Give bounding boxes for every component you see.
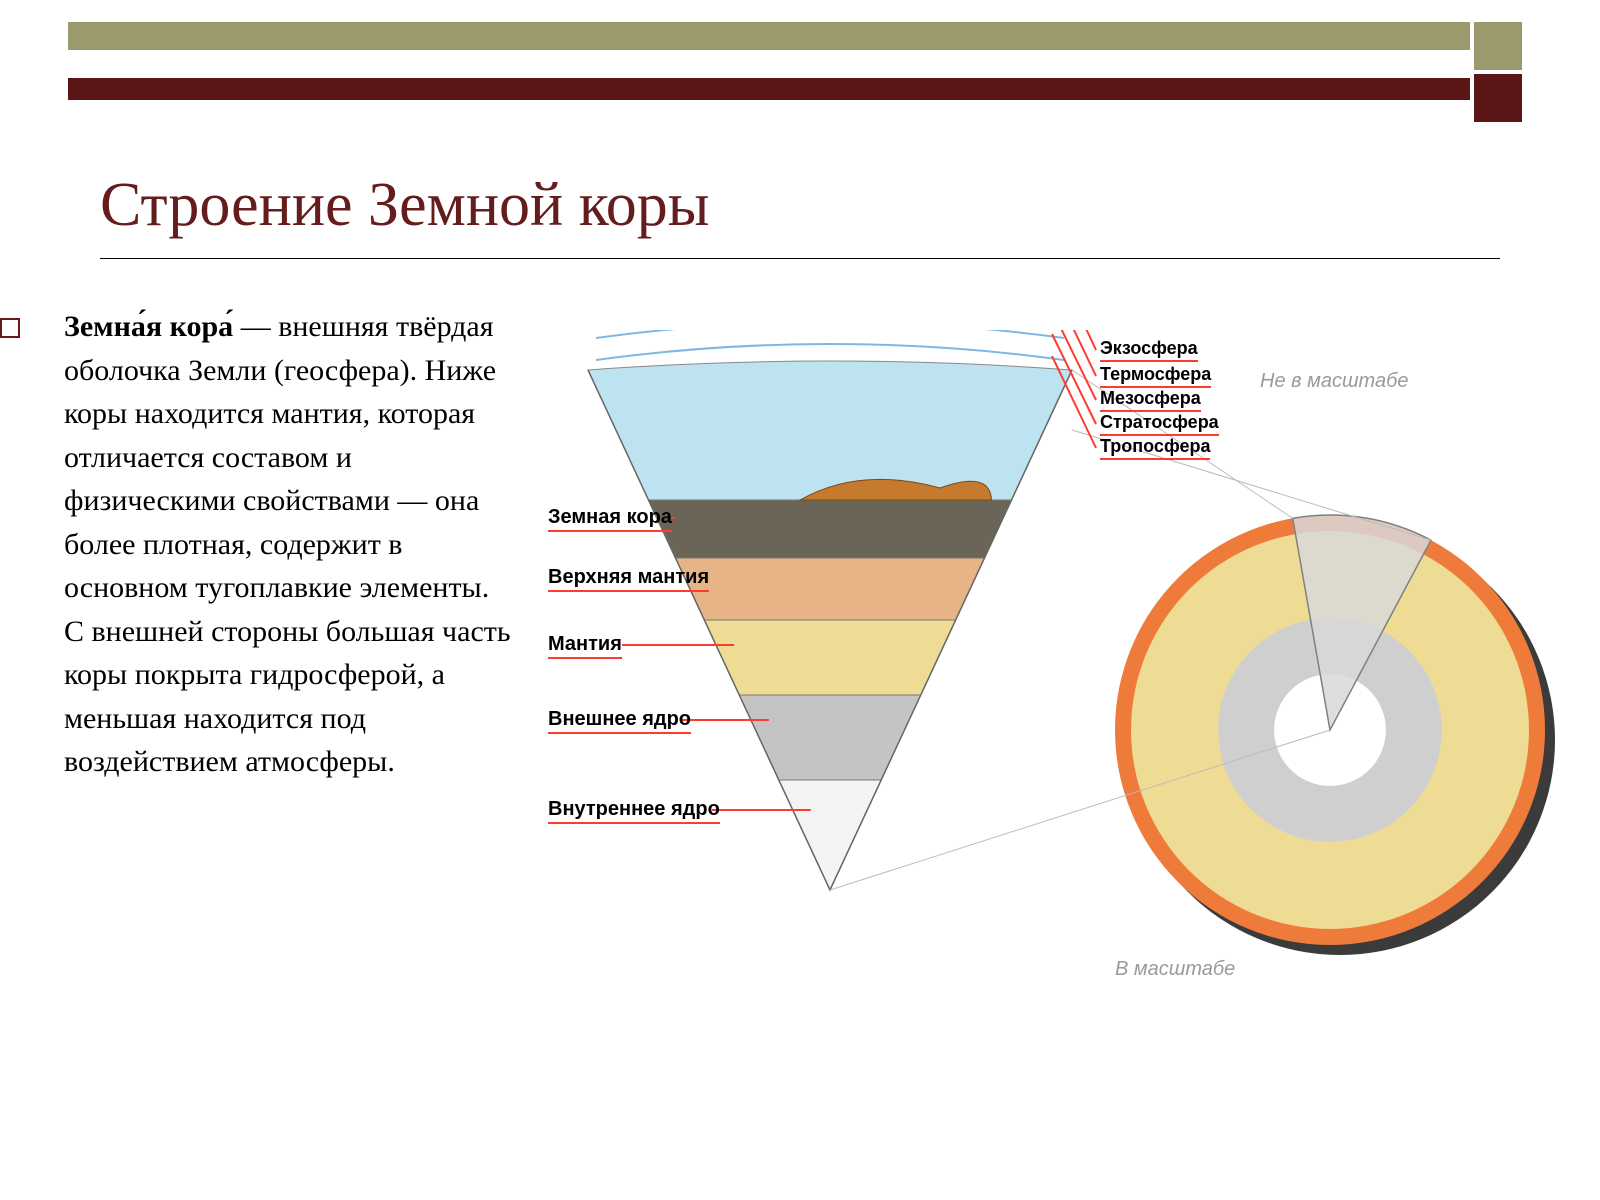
diagram-svg	[540, 330, 1580, 1050]
earth-layer-label: Мантия	[548, 633, 622, 659]
body-rest: — внешняя твёрдая оболочка Земли (геосфе…	[64, 310, 511, 778]
header-square-maroon	[1474, 74, 1522, 122]
earth-layer-label: Внутреннее ядро	[548, 798, 720, 824]
atmosphere-layer-label: Тропосфера	[1100, 436, 1210, 460]
body-paragraph: Земна́я кора́ — внешняя твёрдая оболочка…	[64, 305, 514, 784]
header-square-olive	[1474, 22, 1522, 70]
earth-layer-label: Верхняя мантия	[548, 566, 709, 592]
atmosphere-layer-label: Экзосфера	[1100, 338, 1198, 362]
note-to-scale: В масштабе	[1115, 958, 1235, 981]
title-rule	[100, 258, 1500, 259]
note-not-to-scale: Не в масштабе	[1260, 370, 1409, 393]
earth-structure-diagram: Земная кора Верхняя мантия Мантия Внешнее я…	[540, 330, 1580, 1050]
earth-layer-label: Внешнее ядро	[548, 708, 691, 734]
atmosphere-layer-label: Стратосфера	[1100, 412, 1219, 436]
earth-layer-label: Земная кора	[548, 506, 672, 532]
header-bar-maroon	[68, 78, 1470, 100]
body-lead-bold: Земна́я кора́	[64, 310, 233, 343]
atmosphere-layer-label: Мезосфера	[1100, 388, 1201, 412]
header-bar-olive	[68, 22, 1470, 50]
atmosphere-layer-label: Термосфера	[1100, 364, 1211, 388]
bullet-icon	[0, 318, 20, 338]
page-title: Строение Земной коры	[100, 170, 709, 241]
